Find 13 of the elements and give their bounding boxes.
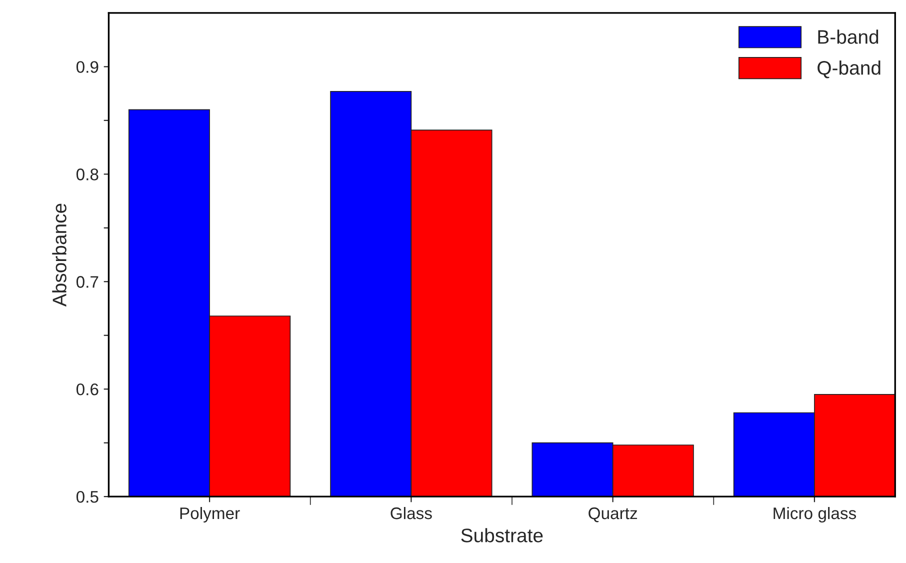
x-tick-label: Quartz xyxy=(588,507,638,522)
y-tick-label: 0.5 xyxy=(76,490,98,503)
y-tick-label: 0.9 xyxy=(76,61,98,73)
x-axis-title: Substrate xyxy=(461,528,543,542)
legend-label: B-band xyxy=(818,30,878,44)
legend-label: Q-band xyxy=(818,60,880,78)
x-tick-label: Glass xyxy=(390,506,432,520)
y-axis-title: Absorbance xyxy=(52,204,66,307)
y-tick-label: 0.8 xyxy=(76,168,98,180)
y-tick-label: 0.6 xyxy=(76,383,98,396)
y-tick-label: 0.7 xyxy=(76,276,98,288)
x-tick-label: Micro glass xyxy=(774,506,856,523)
x-tick-label: Polymer xyxy=(180,506,240,523)
